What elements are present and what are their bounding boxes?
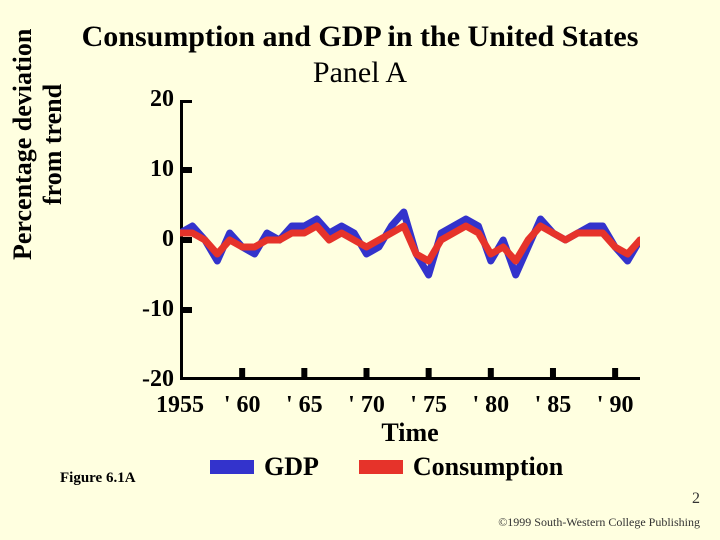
y-axis-label-line1: Percentage deviation [8,29,38,260]
x-axis-label: Time [180,418,640,448]
x-tick-label: ' 70 [348,392,385,419]
x-tick-label: ' 85 [535,392,572,419]
y-tick-label: 10 [130,156,174,183]
legend-label-consumption: Consumption [413,452,563,482]
x-tick-label: ' 75 [410,392,447,419]
legend: GDP Consumption [210,452,593,482]
slide-number: 2 [692,490,700,508]
x-tick-label: ' 90 [597,392,634,419]
y-tick-label: 0 [130,226,174,253]
line-chart [180,100,640,380]
x-tick-label: 1955 [156,392,204,419]
figure-label: Figure 6.1A [60,470,136,487]
legend-label-gdp: GDP [264,452,319,482]
y-tick-label: -20 [130,366,174,393]
x-tick-label: ' 80 [472,392,509,419]
copyright-text: ©1999 South-Western College Publishing [498,515,700,530]
legend-swatch-gdp [210,460,254,474]
x-tick-label: ' 60 [224,392,261,419]
chart-title: Consumption and GDP in the United States [0,20,720,54]
x-tick-label: ' 65 [286,392,323,419]
y-tick-label: 20 [130,86,174,113]
y-axis-label-line2: from trend [38,84,68,205]
legend-swatch-consumption [359,460,403,474]
chart-subtitle: Panel A [0,56,720,90]
y-tick-label: -10 [130,296,174,323]
